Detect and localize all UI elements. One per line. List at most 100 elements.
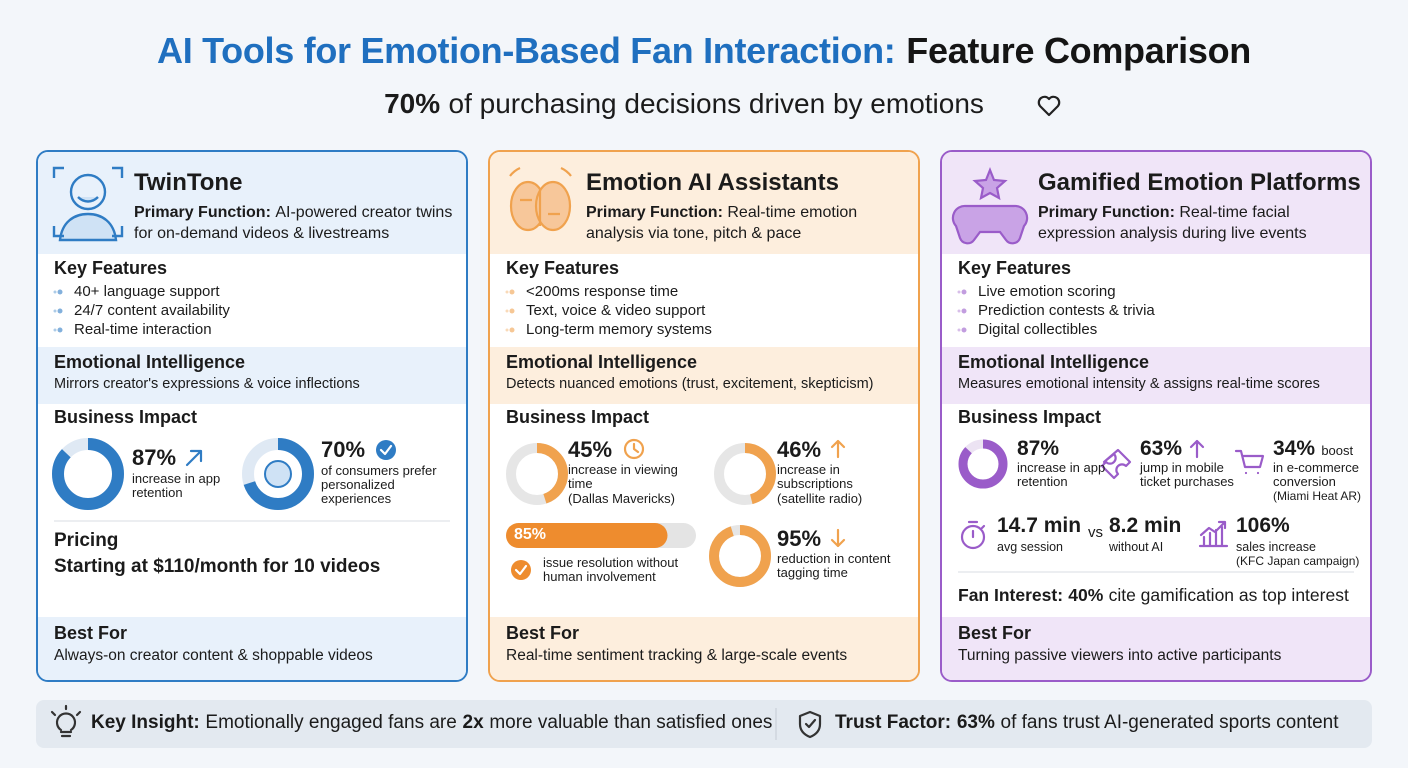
- stat-text: reduction in content tagging time: [777, 551, 891, 580]
- bullet: [53, 328, 57, 332]
- feature-item: Live emotion scoring: [978, 283, 1116, 300]
- stat-row: 63%: [1140, 437, 1182, 461]
- feature-item: <200ms response time: [526, 283, 679, 300]
- ring-value: [714, 443, 776, 505]
- primary-function-label: Primary Function:: [1038, 204, 1175, 221]
- trust-text: of fans trust AI-generated sports conten…: [1000, 712, 1339, 733]
- feature-item: 40+ language support: [74, 283, 220, 300]
- icon-part: [623, 438, 645, 460]
- pricing-text: Starting at $110/month for 10 videos: [54, 556, 381, 577]
- stat-text: sales increase: [1236, 540, 1316, 554]
- primary-function-text: Real-time facial expression analysis dur…: [1038, 204, 1307, 242]
- stat-suffix: boost: [1321, 443, 1354, 458]
- insight-text: more valuable than satisfied ones: [489, 712, 773, 733]
- icon-part: [511, 560, 531, 580]
- icon-up: [1189, 439, 1205, 459]
- icon-part: [514, 564, 528, 576]
- section-heading: Business Impact: [958, 407, 1102, 427]
- insight-label: Key Insight:: [91, 712, 200, 733]
- card: [488, 150, 920, 682]
- stat-text: increase in subscriptions: [777, 462, 853, 491]
- section-heading: Business Impact: [54, 407, 198, 427]
- avatar-icon: [52, 166, 124, 242]
- icon-part: [534, 180, 572, 232]
- ei-band: [942, 347, 1370, 404]
- stat-text: jump in mobile ticket purchases: [1140, 460, 1234, 489]
- ring-value: [958, 439, 1008, 489]
- icon-clock: [623, 438, 645, 460]
- card-title: Emotion AI Assistants: [586, 169, 839, 196]
- best-for-band: [490, 617, 918, 680]
- bullet: [57, 289, 63, 295]
- primary-function: Primary Function: AI-powered creator twi…: [134, 202, 464, 244]
- icon-part: [1234, 449, 1265, 475]
- icon-ticket: [1100, 448, 1132, 480]
- primary-function-text: AI-powered creator twins for on-demand v…: [134, 204, 453, 242]
- feature-item: Text, voice & video support: [526, 302, 706, 319]
- icon-part: [509, 166, 572, 226]
- key-insight: Key Insight: Emotionally engaged fans are…: [91, 712, 772, 734]
- section-heading: Key Features: [958, 258, 1072, 278]
- primary-function-label: Primary Function:: [586, 204, 723, 221]
- bullet: [509, 308, 515, 314]
- fan-interest-text: cite gamification as top interest: [1108, 585, 1349, 605]
- bullet: [57, 308, 63, 314]
- icon-bulb: [50, 704, 82, 738]
- icon-part: [798, 710, 822, 739]
- feature-item: 24/7 content availability: [74, 302, 230, 319]
- stat-value: 87%: [132, 445, 177, 470]
- section-heading: Best For: [54, 623, 128, 643]
- section-heading: Key Features: [54, 258, 168, 278]
- icon-part: [951, 204, 1029, 245]
- primary-function: Primary Function: Real-time emotion anal…: [586, 202, 916, 244]
- stat-text: issue resolution without human involveme…: [543, 555, 679, 584]
- insight-text: Emotionally engaged fans are: [205, 712, 457, 733]
- icon-part: [379, 444, 393, 456]
- section-heading: Emotional Intelligence: [54, 352, 246, 372]
- section-heading: Business Impact: [506, 407, 650, 427]
- section-text: Always-on creator content & shoppable vi…: [54, 647, 373, 664]
- icon-part: [830, 528, 846, 548]
- icon-part: [1198, 520, 1229, 548]
- bullet: [53, 309, 57, 313]
- section-text: Detects nuanced emotions (trust, excitem…: [506, 376, 874, 392]
- stat-value: 63%: [1140, 437, 1183, 460]
- bullet: [961, 327, 967, 333]
- section-text: Measures emotional intensity & assigns r…: [958, 376, 1320, 392]
- icon-heart: [1037, 95, 1061, 117]
- subtitle: 70% of purchasing decisions driven by emo…: [0, 88, 1408, 120]
- stat-text: of consumers prefer personalized experie…: [321, 463, 437, 506]
- ring-value: [52, 438, 124, 510]
- bullet: [957, 309, 961, 313]
- bullet: [961, 308, 967, 314]
- bullet: [505, 290, 509, 294]
- stat-value: 34%: [1273, 437, 1316, 460]
- icon-diag: [185, 449, 203, 467]
- stat-text: without AI: [1109, 540, 1164, 554]
- bullet: [957, 328, 961, 332]
- bullet: [957, 290, 961, 294]
- section-heading: Emotional Intelligence: [506, 352, 698, 372]
- icon-cart: [1234, 449, 1265, 475]
- subtitle-stat: 70%: [384, 88, 441, 119]
- primary-function-text: Real-time emotion analysis via tone, pit…: [586, 204, 858, 242]
- icon-shield: [798, 710, 822, 739]
- stat-text: (Miami Heat AR): [1273, 489, 1362, 503]
- icon-part: [55, 712, 77, 738]
- primary-function-label: Primary Function:: [134, 204, 271, 221]
- ring-value: [709, 525, 771, 587]
- fan-interest: Fan Interest: 40% cite gamification as top…: [958, 585, 1349, 606]
- title: AI Tools for Emotion-Based Fan Interacti…: [0, 30, 1408, 72]
- fan-interest-stat: 40%: [1068, 585, 1104, 605]
- section-heading: Emotional Intelligence: [958, 352, 1150, 372]
- trust-factor: Trust Factor: 63% of fans trust AI-generat…: [835, 712, 1339, 734]
- section-text: Mirrors creator's expressions & voice in…: [54, 376, 360, 392]
- icon-part: [972, 167, 1008, 201]
- icon-watch: [960, 520, 986, 550]
- bullet: [57, 327, 63, 333]
- stat-value: 87%: [1017, 437, 1060, 460]
- stat-text: increase in app retention: [1017, 460, 1106, 489]
- primary-function: Primary Function: Real-time facial expre…: [1038, 202, 1368, 244]
- bullet: [505, 328, 509, 332]
